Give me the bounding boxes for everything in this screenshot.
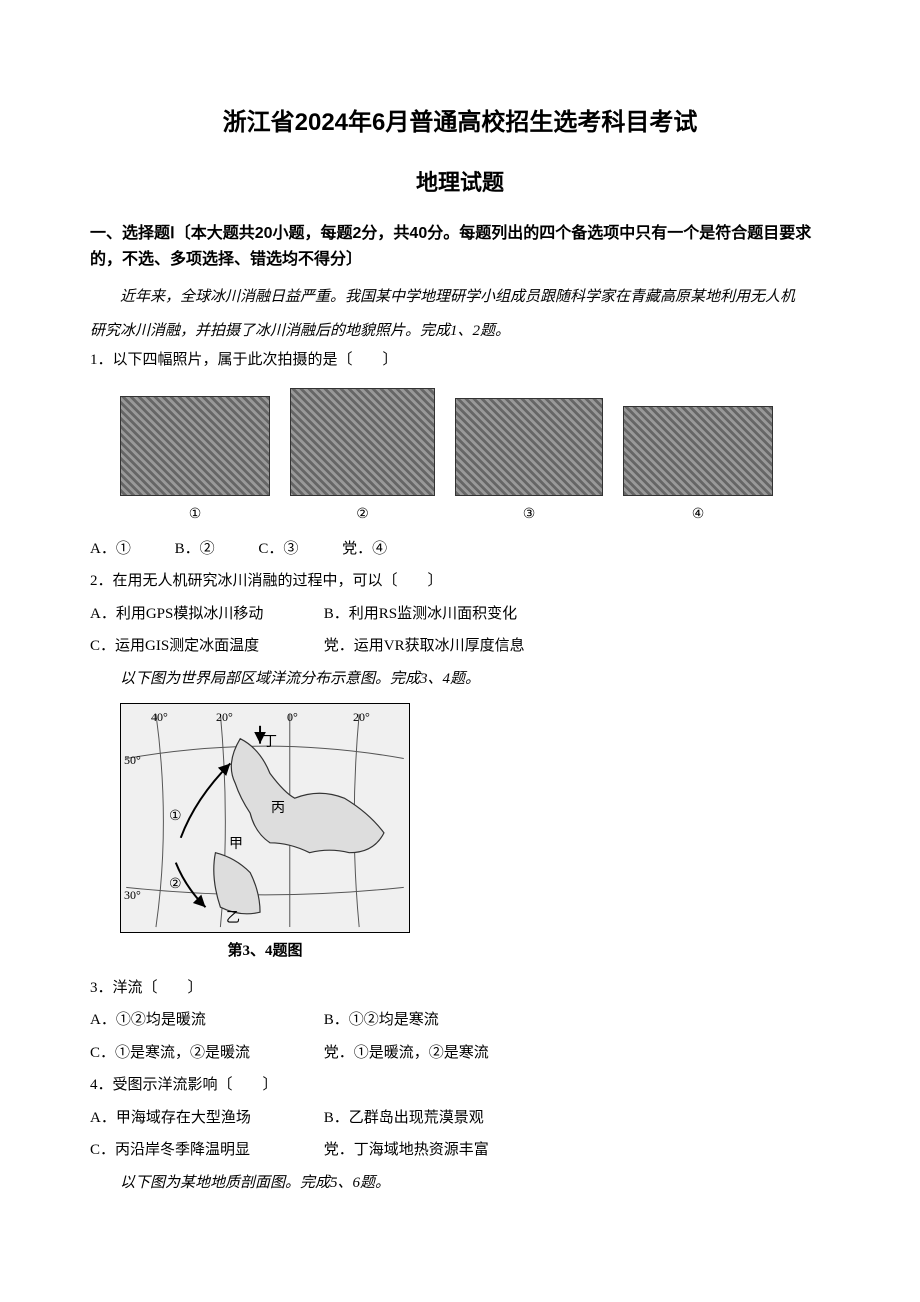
passage-1-line-2: 研究冰川消融，并拍摄了冰川消融后的地貌照片。完成1、2题。 — [90, 317, 830, 346]
map-label-bing: 丙 — [271, 796, 285, 823]
q1-image-2: ② — [290, 388, 435, 529]
q3-opt-b: B．①②均是寒流 — [324, 1006, 534, 1035]
q3-options-row1: A．①②均是暖流 B．①②均是寒流 — [90, 1006, 830, 1035]
q4-opt-b: B．乙群岛出现荒漠景观 — [324, 1104, 534, 1133]
q2-stem: 2．在用无人机研究冰川消融的过程中，可以〔 〕 — [90, 567, 830, 596]
q4-opt-d: 党．丁海域地热资源丰富 — [324, 1136, 534, 1165]
q2-options-row2: C．运用GIS测定冰面温度 党．运用VR获取冰川厚度信息 — [90, 632, 830, 661]
q1-opt-a: A．① — [90, 535, 131, 564]
photo-placeholder-2 — [290, 388, 435, 496]
q4-opt-c: C．丙沿岸冬季降温明显 — [90, 1136, 300, 1165]
q1-opt-d: 党．④ — [342, 535, 387, 564]
q4-opt-a: A．甲海域存在大型渔场 — [90, 1104, 300, 1133]
passage-2: 以下图为世界局部区域洋流分布示意图。完成3、4题。 — [90, 665, 830, 694]
map-lon-p20: 20° — [353, 706, 370, 729]
q1-opt-c: C．③ — [258, 535, 298, 564]
q2-options-row1: A．利用GPS模拟冰川移动 B．利用RS监测冰川面积变化 — [90, 600, 830, 629]
map-caption: 第3、4题图 — [120, 937, 410, 966]
q3-opt-c: C．①是寒流，②是暖流 — [90, 1039, 300, 1068]
map-lat-30: 30° — [124, 884, 141, 907]
q1-opt-b: B．② — [175, 535, 215, 564]
q1-image-2-label: ② — [356, 502, 369, 529]
map-lon-m20: 20° — [216, 706, 233, 729]
q1-image-4: ④ — [623, 406, 773, 529]
map-lat-50: 50° — [124, 749, 141, 772]
q1-options: A．① B．② C．③ 党．④ — [90, 535, 830, 564]
q3-stem: 3．洋流〔 〕 — [90, 974, 830, 1003]
q1-image-1-label: ① — [189, 502, 202, 529]
q2-opt-d: 党．运用VR获取冰川厚度信息 — [324, 632, 534, 661]
q2-opt-a: A．利用GPS模拟冰川移动 — [90, 600, 300, 629]
q3-opt-d: 党．①是暖流，②是寒流 — [324, 1039, 534, 1068]
page-title: 浙江省2024年6月普通高校招生选考科目考试 — [90, 100, 830, 146]
map-label-current-2: ② — [169, 872, 182, 899]
photo-placeholder-1 — [120, 396, 270, 496]
q1-image-4-label: ④ — [692, 502, 705, 529]
map-label-ding: 丁 — [263, 730, 277, 757]
map-box: 40° 20° 0° 20° 50° 30° 丁 丙 甲 乙 ① ② — [120, 703, 410, 933]
q1-image-row: ① ② ③ ④ — [120, 388, 830, 529]
q4-options-row2: C．丙沿岸冬季降温明显 党．丁海域地热资源丰富 — [90, 1136, 830, 1165]
passage-3: 以下图为某地地质剖面图。完成5、6题。 — [90, 1169, 830, 1198]
q2-opt-c: C．运用GIS测定冰面温度 — [90, 632, 300, 661]
q4-options-row1: A．甲海域存在大型渔场 B．乙群岛出现荒漠景观 — [90, 1104, 830, 1133]
q1-image-3-label: ③ — [523, 502, 536, 529]
map-lon-m40: 40° — [151, 706, 168, 729]
q1-stem: 1．以下四幅照片，属于此次拍摄的是〔 〕 — [90, 346, 830, 375]
q3-opt-a: A．①②均是暖流 — [90, 1006, 300, 1035]
map-lon-0: 0° — [287, 706, 298, 729]
map-label-yi: 乙 — [226, 906, 240, 933]
q4-stem: 4．受图示洋流影响〔 〕 — [90, 1071, 830, 1100]
q1-image-1: ① — [120, 396, 270, 529]
map-label-current-1: ① — [169, 804, 182, 831]
photo-placeholder-4 — [623, 406, 773, 496]
photo-placeholder-3 — [455, 398, 603, 496]
passage-1-line-1: 近年来，全球冰川消融日益严重。我国某中学地理研学小组成员跟随科学家在青藏高原某地… — [90, 283, 830, 312]
page-subtitle: 地理试题 — [90, 162, 830, 204]
map-label-jia: 甲 — [229, 832, 243, 859]
q3-options-row2: C．①是寒流，②是暖流 党．①是暖流，②是寒流 — [90, 1039, 830, 1068]
q1-image-3: ③ — [455, 398, 603, 529]
map-figure: 40° 20° 0° 20° 50° 30° 丁 丙 甲 乙 ① ② 第3、4题… — [120, 703, 830, 966]
q2-opt-b: B．利用RS监测冰川面积变化 — [324, 600, 534, 629]
section-1-heading: 一、选择题Ⅰ〔本大题共20小题，每题2分，共40分。每题列出的四个备选项中只有一… — [90, 221, 830, 272]
